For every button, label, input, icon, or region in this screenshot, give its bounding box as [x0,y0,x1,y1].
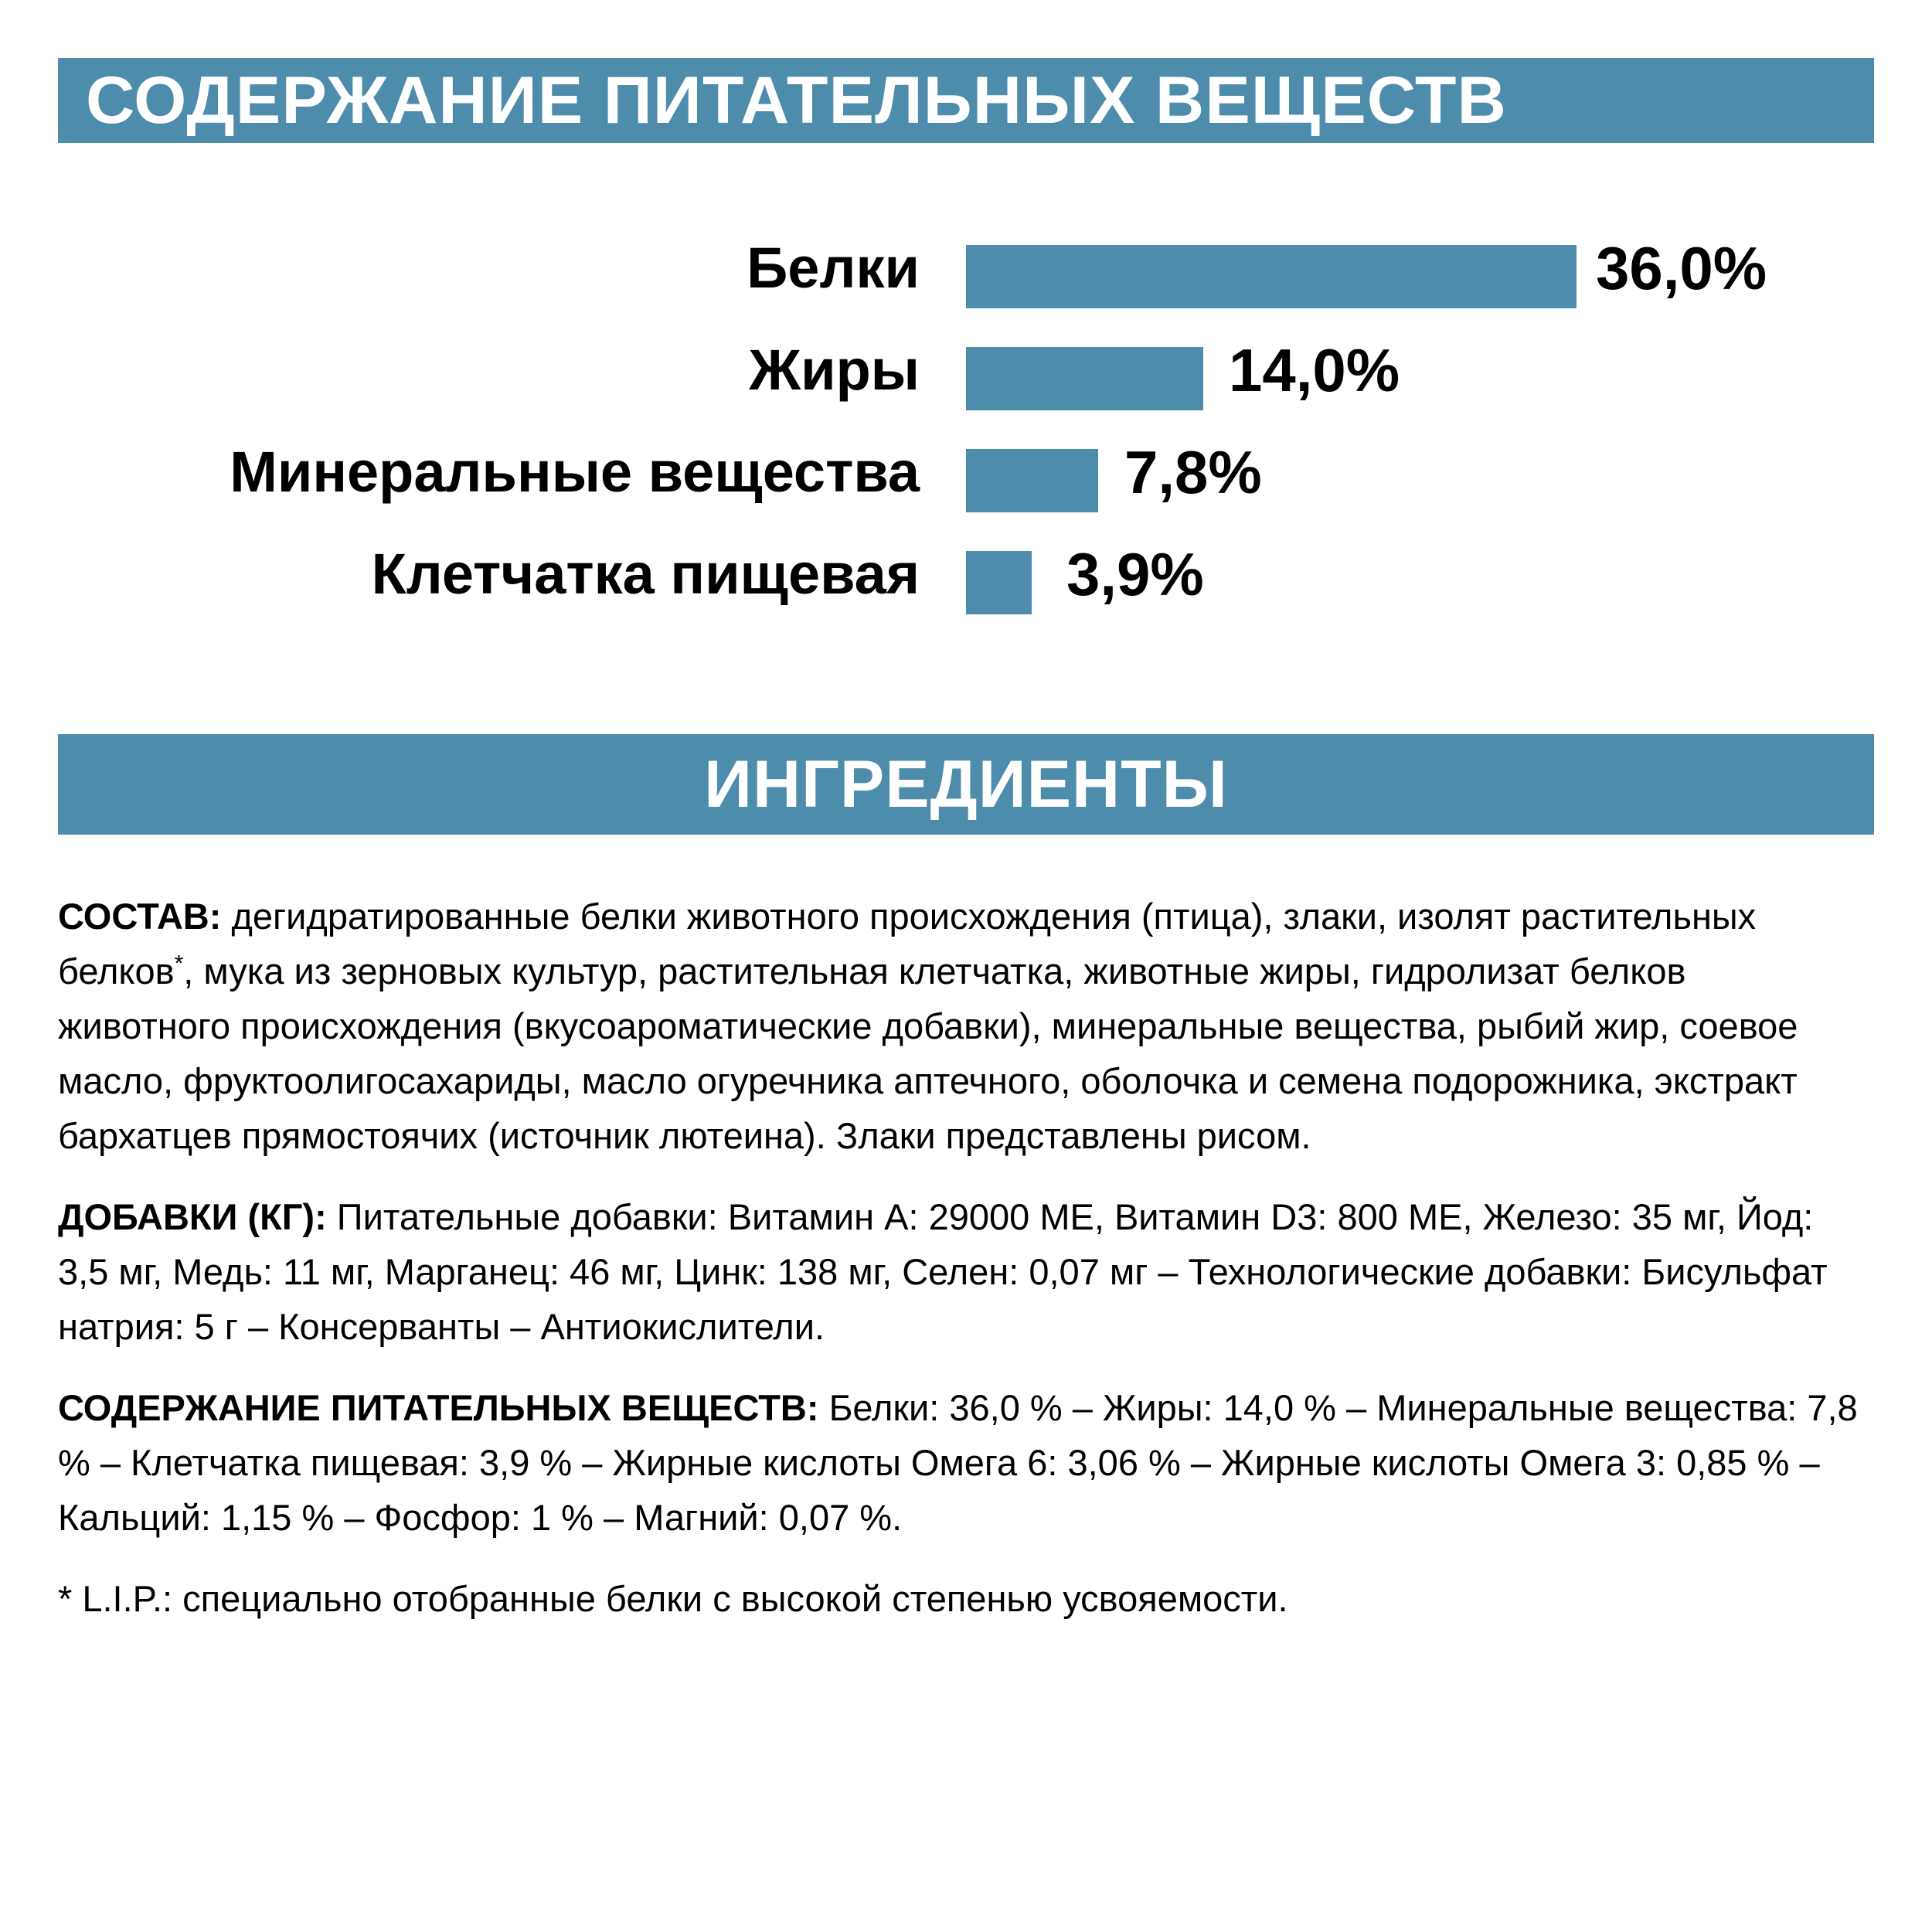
bar-minerals [966,449,1098,512]
chart-row-minerals: Минеральные вещества 7,8% [0,428,1932,530]
bar-fat [966,347,1203,410]
ingredients-body: СОСТАВ: дегидратированные белки животног… [58,889,1859,1626]
bar-label-protein: Белки [747,236,920,300]
composition-heading: СОСТАВ: [58,896,222,937]
ingredients-section-banner: ИНГРЕДИЕНТЫ [58,734,1874,835]
bar-label-fibre: Клетчатка пищевая [371,542,920,606]
composition-text-part1: дегидратированные белки животного происх… [58,896,1757,992]
lip-footnote: * L.I.P.: специально отобранные белки с … [58,1578,1288,1619]
bar-fibre [966,551,1032,614]
bar-value-minerals: 7,8% [1124,438,1262,506]
additives-text: Питательные добавки: Витамин A: 29000 МЕ… [58,1196,1828,1347]
additives-heading: ДОБАВКИ (КГ): [58,1196,327,1237]
chart-row-fibre: Клетчатка пищевая 3,9% [0,530,1932,632]
additives-paragraph: ДОБАВКИ (КГ): Питательные добавки: Витам… [58,1189,1859,1354]
bar-value-protein: 36,0% [1596,234,1767,302]
ingredients-section-title: ИНГРЕДИЕНТЫ [704,747,1228,821]
bar-value-fat: 14,0% [1229,336,1400,404]
analytical-constituents-heading: СОДЕРЖАНИЕ ПИТАТЕЛЬНЫХ ВЕЩЕСТВ: [58,1387,819,1428]
bar-value-fibre: 3,9% [1066,540,1204,608]
chart-row-protein: Белки 36,0% [0,224,1932,326]
bar-label-minerals: Минеральные вещества [230,440,920,504]
bar-label-fat: Жиры [749,338,920,402]
nutrient-bar-chart: Белки 36,0% Жиры 14,0% Минеральные вещес… [0,224,1932,632]
composition-asterisk: * [174,951,184,977]
bar-protein [966,245,1577,308]
composition-text-part2: , мука из зерновых культур, растительная… [58,951,1798,1156]
analytical-constituents-text: Белки: 36,0 % – Жиры: 14,0 % – Минеральн… [58,1387,1858,1538]
chart-row-fat: Жиры 14,0% [0,326,1932,428]
analytical-constituents-paragraph: СОДЕРЖАНИЕ ПИТАТЕЛЬНЫХ ВЕЩЕСТВ: Белки: 3… [58,1380,1859,1545]
nutrition-section-title: СОДЕРЖАНИЕ ПИТАТЕЛЬНЫХ ВЕЩЕСТВ [86,63,1507,138]
nutrition-section-banner: СОДЕРЖАНИЕ ПИТАТЕЛЬНЫХ ВЕЩЕСТВ [58,58,1874,143]
composition-paragraph: СОСТАВ: дегидратированные белки животног… [58,889,1859,1163]
